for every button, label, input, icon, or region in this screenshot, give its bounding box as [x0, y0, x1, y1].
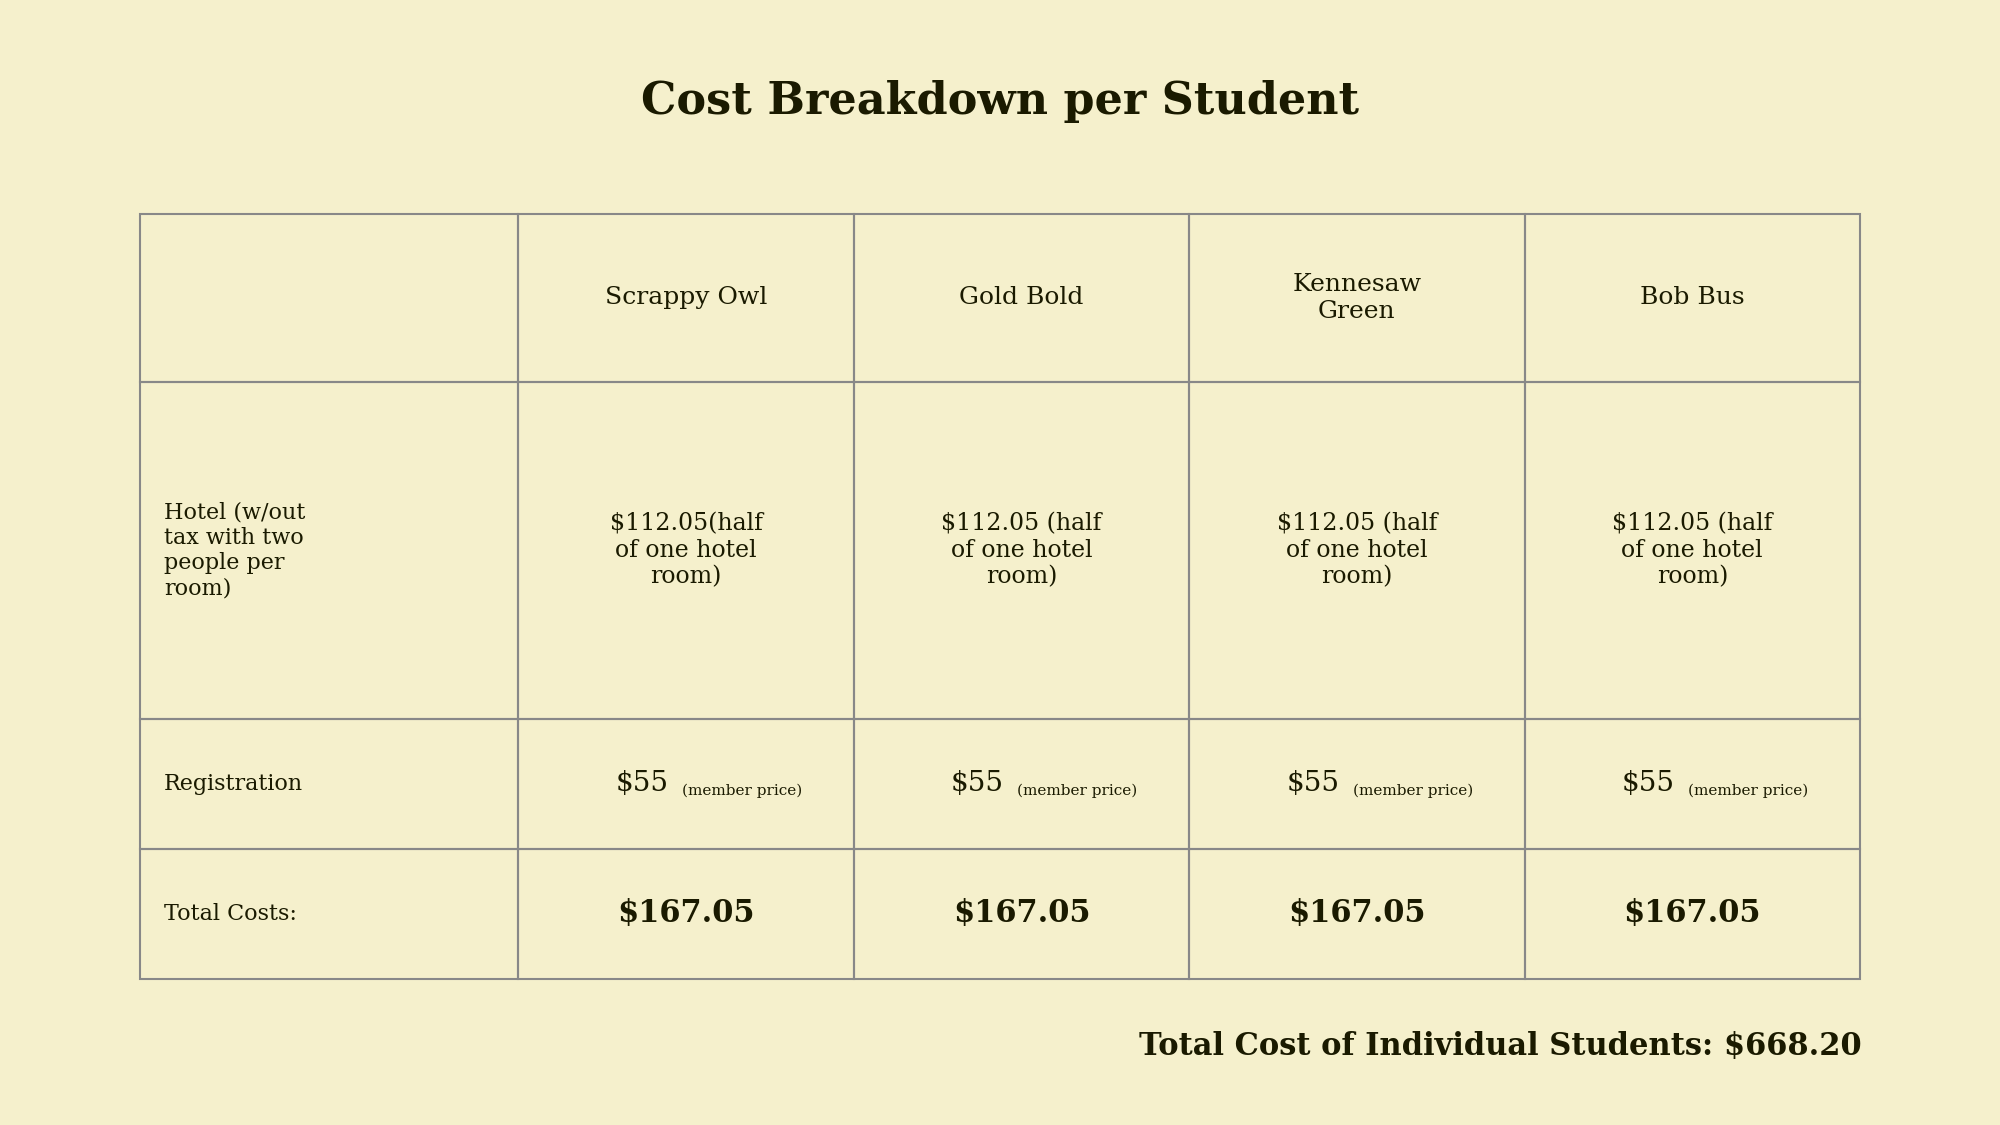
Text: Total Cost of Individual Students: $668.20: Total Cost of Individual Students: $668.… — [1138, 1030, 1862, 1062]
Bar — [1190, 214, 1524, 382]
Text: $112.05(half
of one hotel
room): $112.05(half of one hotel room) — [610, 512, 762, 588]
Text: $167.05: $167.05 — [1288, 898, 1426, 929]
Text: $55: $55 — [1286, 771, 1340, 798]
Text: Hotel (w/out
tax with two
people per
room): Hotel (w/out tax with two people per roo… — [164, 502, 306, 600]
Text: $55: $55 — [616, 771, 668, 798]
Text: (member price): (member price) — [1018, 783, 1138, 798]
Text: $55: $55 — [1622, 771, 1674, 798]
Text: Gold Bold: Gold Bold — [960, 287, 1084, 309]
Bar — [1524, 382, 1860, 719]
Bar — [1190, 382, 1524, 719]
Text: Registration: Registration — [164, 773, 304, 794]
Bar — [854, 848, 1190, 979]
Bar — [518, 382, 854, 719]
Bar — [518, 848, 854, 979]
Bar — [1524, 214, 1860, 382]
Text: (member price): (member price) — [682, 783, 802, 798]
Text: (member price): (member price) — [1352, 783, 1474, 798]
Text: $112.05 (half
of one hotel
room): $112.05 (half of one hotel room) — [1612, 512, 1772, 588]
Bar — [518, 214, 854, 382]
Text: $112.05 (half
of one hotel
room): $112.05 (half of one hotel room) — [1276, 512, 1438, 588]
Text: (member price): (member price) — [1688, 783, 1808, 798]
Text: $55: $55 — [952, 771, 1004, 798]
Bar — [140, 214, 518, 382]
Bar — [854, 214, 1190, 382]
Text: $167.05: $167.05 — [618, 898, 754, 929]
Bar — [518, 719, 854, 848]
Bar — [854, 382, 1190, 719]
Bar — [1524, 719, 1860, 848]
Text: $112.05 (half
of one hotel
room): $112.05 (half of one hotel room) — [942, 512, 1102, 588]
Bar — [140, 848, 518, 979]
Bar — [1190, 719, 1524, 848]
Bar — [1190, 848, 1524, 979]
Text: Bob Bus: Bob Bus — [1640, 287, 1744, 309]
Bar — [854, 719, 1190, 848]
Bar — [140, 382, 518, 719]
Text: Scrappy Owl: Scrappy Owl — [604, 287, 768, 309]
Text: Kennesaw
Green: Kennesaw Green — [1292, 273, 1422, 323]
Text: $167.05: $167.05 — [1624, 898, 1762, 929]
Text: Cost Breakdown per Student: Cost Breakdown per Student — [640, 80, 1360, 123]
Text: $167.05: $167.05 — [952, 898, 1090, 929]
Bar — [140, 719, 518, 848]
Text: Total Costs:: Total Costs: — [164, 902, 296, 925]
Bar — [1524, 848, 1860, 979]
